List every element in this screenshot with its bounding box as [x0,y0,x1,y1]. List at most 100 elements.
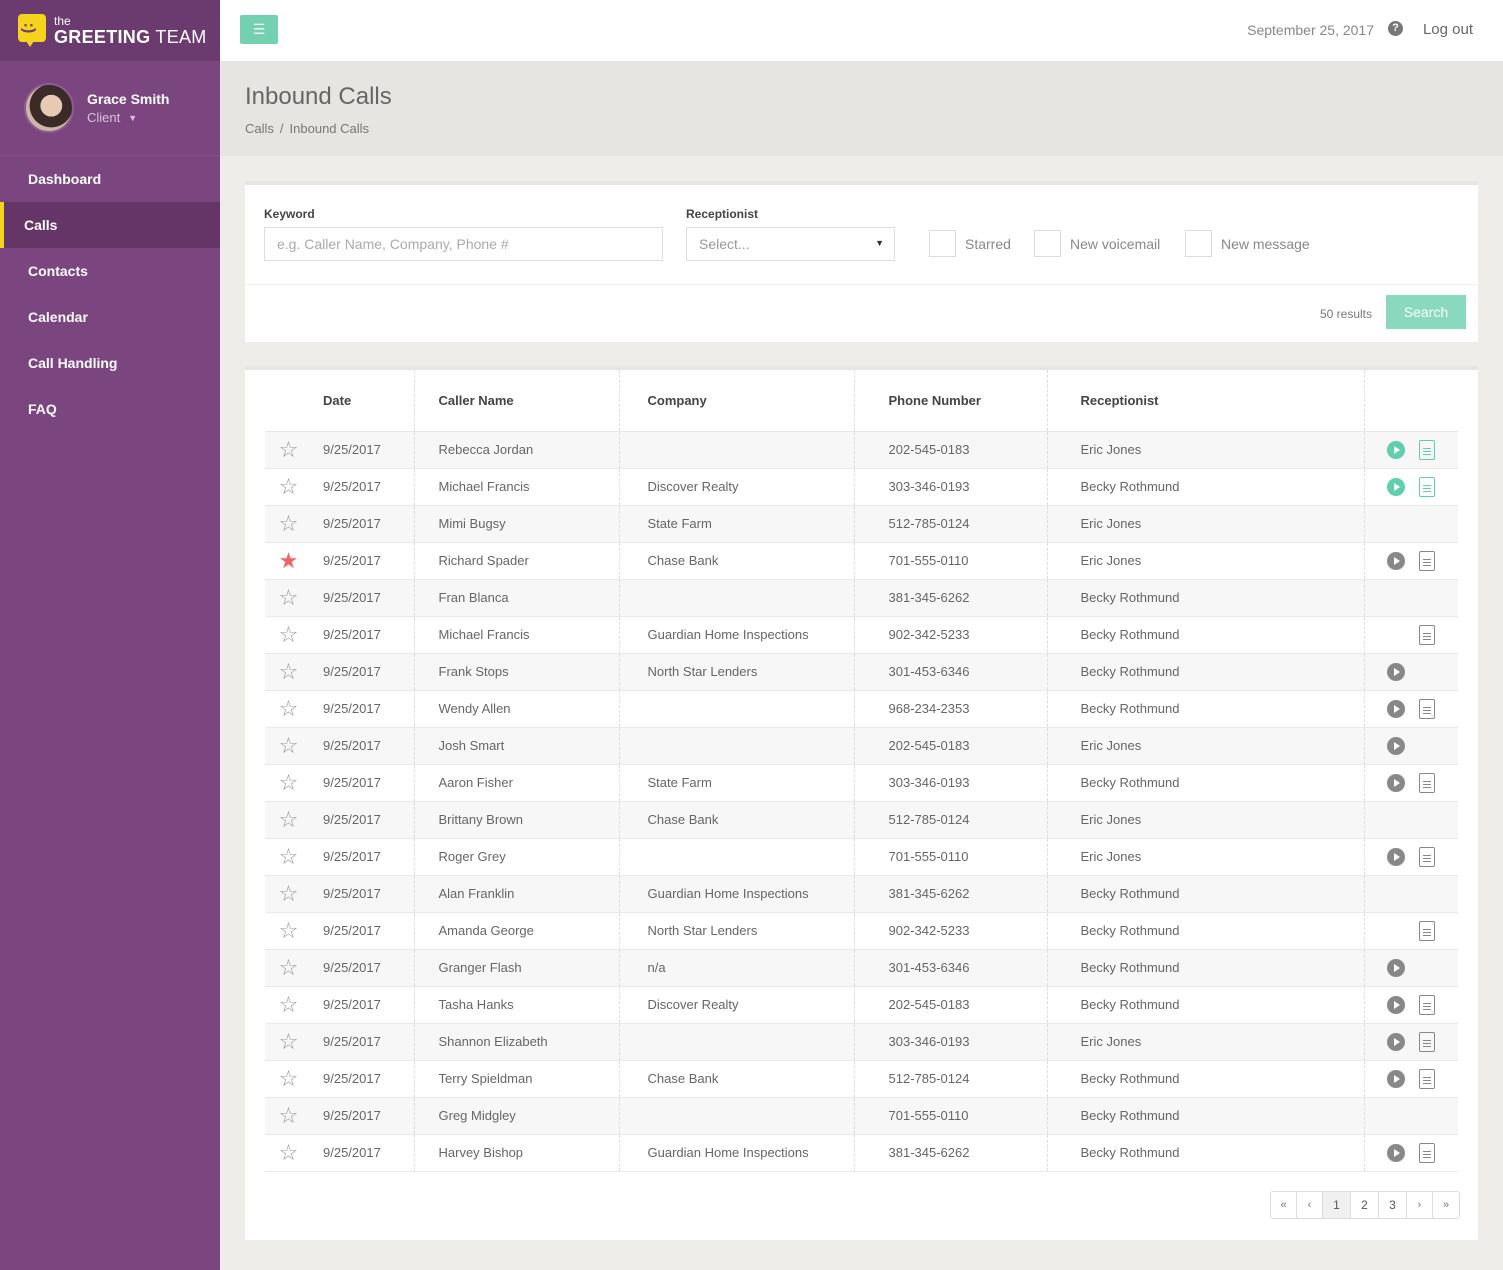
star-icon[interactable]: ☆ [278,1065,299,1091]
document-icon[interactable] [1418,772,1435,793]
user-role-dropdown[interactable]: Client ▼ [87,110,169,125]
table-row[interactable]: ☆ 9/25/2017 Roger Grey 701-555-0110 Eric Jon… [265,838,1458,876]
star-icon[interactable]: ☆ [278,1102,299,1128]
help-icon[interactable]: ? [1388,21,1403,36]
new-message-checkbox[interactable] [1185,230,1212,257]
document-icon[interactable] [1418,439,1435,460]
star-cell: ☆ [265,1023,312,1061]
table-row[interactable]: ☆ 9/25/2017 Aaron Fisher State Farm 303-346-… [265,764,1458,802]
menu-toggle-button[interactable]: ☰ [240,15,278,44]
play-icon[interactable] [1386,847,1405,866]
play-icon[interactable] [1386,699,1405,718]
document-icon[interactable] [1418,698,1435,719]
sidebar-item-calls[interactable]: Calls [0,202,220,248]
play-icon[interactable] [1386,1032,1405,1051]
starred-checkbox[interactable] [929,230,956,257]
pagination-page-1[interactable]: 1 [1323,1192,1351,1218]
header-company[interactable]: Company [619,370,855,432]
sidebar-item-calendar[interactable]: Calendar [28,309,88,325]
star-cell: ☆ [265,727,312,765]
header-date[interactable]: Date [312,370,415,432]
new-voicemail-checkbox[interactable] [1034,230,1061,257]
table-row[interactable]: ☆ 9/25/2017 Josh Smart 202-545-0183 Eric Jon… [265,727,1458,765]
table-row[interactable]: ☆ 9/25/2017 Granger Flash n/a 301-453-6346 Be… [265,949,1458,987]
play-icon[interactable] [1386,1143,1405,1162]
star-icon[interactable]: ☆ [278,954,299,980]
star-icon[interactable]: ☆ [278,843,299,869]
star-icon[interactable]: ★ [278,547,299,573]
table-row[interactable]: ☆ 9/25/2017 Alan Franklin Guardian Home Ins… [265,875,1458,913]
table-row[interactable]: ☆ 9/25/2017 Tasha Hanks Discover Realty 202-… [265,986,1458,1024]
star-icon[interactable]: ☆ [278,732,299,758]
play-icon[interactable] [1386,773,1405,792]
table-row[interactable]: ☆ 9/25/2017 Harvey Bishop Guardian Home Ins… [265,1134,1458,1172]
table-row[interactable]: ☆ 9/25/2017 Fran Blanca 381-345-6262 Becky R… [265,579,1458,617]
play-icon[interactable] [1386,1069,1405,1088]
company-cell [619,431,855,469]
star-cell: ☆ [265,468,312,506]
star-icon[interactable]: ☆ [278,1139,299,1165]
star-icon[interactable]: ☆ [278,621,299,647]
table-row[interactable]: ☆ 9/25/2017 Rebecca Jordan 202-545-0183 Eric… [265,431,1458,469]
star-icon[interactable]: ☆ [278,584,299,610]
header-phone-number[interactable]: Phone Number [854,370,1048,432]
table-row[interactable]: ☆ 9/25/2017 Michael Francis Discover Realty… [265,468,1458,506]
play-icon[interactable] [1386,477,1405,496]
search-button[interactable]: Search [1386,295,1466,329]
table-row[interactable]: ☆ 9/25/2017 Terry Spieldman Chase Bank 512-7… [265,1060,1458,1098]
document-icon[interactable] [1418,624,1435,645]
star-icon[interactable]: ☆ [278,695,299,721]
star-icon[interactable]: ☆ [278,917,299,943]
pagination-last[interactable]: » [1442,1199,1450,1211]
table-row[interactable]: ☆ 9/25/2017 Greg Midgley 701-555-0110 Becky … [265,1097,1458,1135]
pagination-first[interactable]: « [1271,1192,1297,1218]
table-row[interactable]: ☆ 9/25/2017 Amanda George North Star Lender… [265,912,1458,950]
play-icon[interactable] [1386,995,1405,1014]
star-icon[interactable]: ☆ [278,1028,299,1054]
header-receptionist[interactable]: Receptionist [1047,370,1365,432]
document-icon[interactable] [1418,994,1435,1015]
star-icon[interactable]: ☆ [278,806,299,832]
document-icon[interactable] [1418,476,1435,497]
receptionist-select[interactable]: Select... ▼ [686,227,895,261]
star-icon[interactable]: ☆ [278,436,299,462]
table-row[interactable]: ☆ 9/25/2017 Mimi Bugsy State Farm 512-785-01… [265,505,1458,543]
document-icon[interactable] [1418,846,1435,867]
keyword-input[interactable] [264,227,663,261]
play-icon[interactable] [1386,440,1405,459]
brand-logo[interactable]: :) the GREETING TEAM [0,0,220,61]
breadcrumb-calls[interactable]: Calls [245,121,274,136]
play-icon[interactable] [1386,662,1405,681]
sidebar-item-dashboard[interactable]: Dashboard [28,171,102,187]
star-icon[interactable]: ☆ [278,991,299,1017]
star-icon[interactable]: ☆ [278,473,299,499]
table-row[interactable]: ☆ 9/25/2017 Brittany Brown Chase Bank 512-78… [265,801,1458,839]
header-caller-name[interactable]: Caller Name [414,370,620,432]
play-icon[interactable] [1386,736,1405,755]
play-icon[interactable] [1386,958,1405,977]
table-row[interactable]: ☆ 9/25/2017 Shannon Elizabeth 303-346-0193 E… [265,1023,1458,1061]
table-row[interactable]: ☆ 9/25/2017 Wendy Allen 968-234-2353 Becky R… [265,690,1458,728]
pagination-page-3[interactable]: 3 [1379,1192,1407,1218]
pagination-prev[interactable]: ‹ [1297,1192,1323,1218]
table-row[interactable]: ☆ 9/25/2017 Frank Stops North Star Lenders 3… [265,653,1458,691]
star-icon[interactable]: ☆ [278,510,299,536]
table-row[interactable]: ☆ 9/25/2017 Michael Francis Guardian Home I… [265,616,1458,654]
sidebar-item-faq[interactable]: FAQ [28,401,57,417]
play-icon[interactable] [1386,551,1405,570]
document-icon[interactable] [1418,920,1435,941]
phone-cell: 701-555-0110 [854,1097,1048,1135]
star-icon[interactable]: ☆ [278,658,299,684]
sidebar-item-call-handling[interactable]: Call Handling [28,355,118,371]
star-icon[interactable]: ☆ [278,769,299,795]
pagination-page-2[interactable]: 2 [1351,1192,1379,1218]
document-icon[interactable] [1418,1068,1435,1089]
document-icon[interactable] [1418,550,1435,571]
table-row[interactable]: ★ 9/25/2017 Richard Spader Chase Bank 701-55… [265,542,1458,580]
document-icon[interactable] [1418,1031,1435,1052]
sidebar-item-contacts[interactable]: Contacts [28,263,88,279]
star-icon[interactable]: ☆ [278,880,299,906]
logout-link[interactable]: Log out [1422,21,1473,38]
pagination-next[interactable]: › [1407,1192,1433,1218]
document-icon[interactable] [1418,1142,1435,1163]
